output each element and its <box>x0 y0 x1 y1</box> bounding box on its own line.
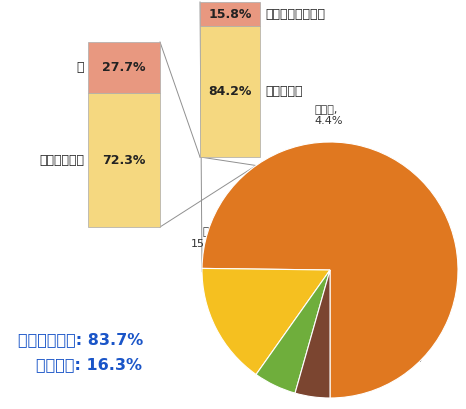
Text: その他,
4.4%: その他, 4.4% <box>314 105 343 126</box>
Text: 27.7%: 27.7% <box>102 61 146 74</box>
Text: 水・食物: 16.3%: 水・食物: 16.3% <box>36 357 142 373</box>
Text: 72.3%: 72.3% <box>103 154 146 166</box>
Text: 野外での活
動, 5.4%: 野外での活 動, 5.4% <box>249 191 291 212</box>
Text: 水・食物以外: 83.7%: 水・食物以外: 83.7% <box>18 333 143 348</box>
Text: 飲料水,
15.4%: 飲料水, 15.4% <box>191 227 226 249</box>
Text: カップの表面: カップの表面 <box>39 154 84 166</box>
Text: 水: 水 <box>76 61 84 74</box>
Wedge shape <box>202 268 330 375</box>
Text: 15.8%: 15.8% <box>208 8 252 21</box>
Bar <box>88 42 160 93</box>
Bar <box>200 27 260 157</box>
Text: 手洗い前の手表面: 手洗い前の手表面 <box>265 8 325 21</box>
Wedge shape <box>202 142 458 398</box>
Text: 野外の土壌: 野外の土壌 <box>265 85 302 98</box>
Wedge shape <box>295 270 330 398</box>
Text: 水浴, 74.8%: 水浴, 74.8% <box>366 353 422 364</box>
Bar <box>88 93 160 227</box>
Wedge shape <box>256 270 330 393</box>
Bar <box>200 2 260 27</box>
Text: 84.2%: 84.2% <box>208 85 252 98</box>
